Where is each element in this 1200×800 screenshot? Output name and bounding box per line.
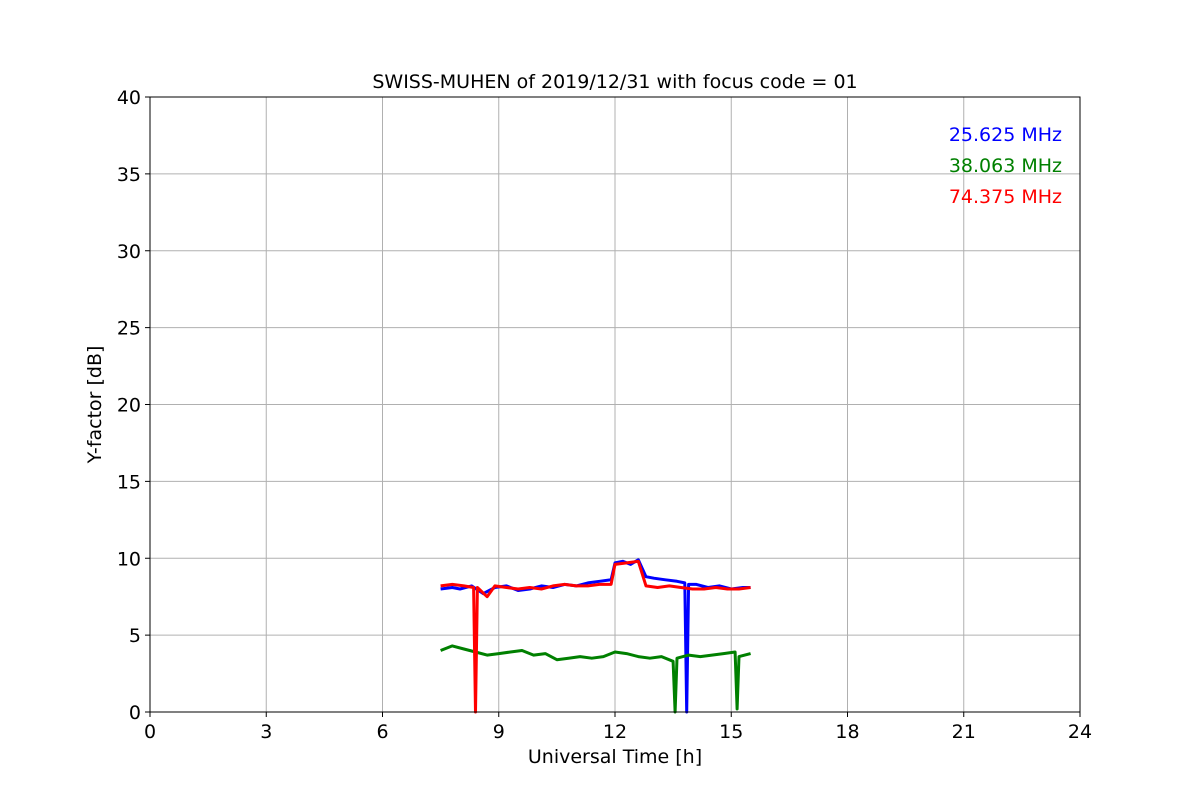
y-tick-label: 0	[129, 702, 141, 724]
x-tick-label: 24	[1068, 721, 1092, 743]
legend: 25.625 MHz 38.063 MHz 74.375 MHz	[949, 124, 1062, 208]
x-tick-label: 21	[952, 721, 976, 743]
y-tick-label: 25	[117, 318, 141, 340]
chart-title: SWISS-MUHEN of 2019/12/31 with focus cod…	[372, 71, 857, 93]
legend-entry: 25.625 MHz	[949, 124, 1062, 146]
legend-entry: 38.063 MHz	[949, 155, 1062, 177]
x-tick-label: 18	[835, 721, 859, 743]
y-tick-label: 35	[117, 164, 141, 186]
y-tick-label: 5	[129, 625, 141, 647]
x-tick-label: 15	[719, 721, 743, 743]
y-tick-label: 15	[117, 471, 141, 493]
y-tick-label: 10	[117, 548, 141, 570]
y-axis-label: Y-factor [dB]	[84, 346, 106, 465]
y-tick-label: 40	[117, 87, 141, 109]
series-line-3	[440, 559, 751, 714]
series-layer	[440, 558, 751, 714]
y-tick-label: 20	[117, 395, 141, 417]
y-tick-label: 30	[117, 241, 141, 263]
x-tick-label: 3	[260, 721, 272, 743]
ticks: 0 3 6 9 12 15 18 21 24 0 5 10 15 20 25 30 35 40	[117, 87, 1092, 743]
legend-entry: 74.375 MHz	[949, 186, 1062, 208]
x-tick-label: 12	[603, 721, 627, 743]
x-tick-label: 9	[493, 721, 505, 743]
x-tick-label: 6	[376, 721, 388, 743]
x-axis-label: Universal Time [h]	[528, 746, 702, 768]
x-tick-label: 0	[144, 721, 156, 743]
series-line-2	[440, 644, 751, 714]
